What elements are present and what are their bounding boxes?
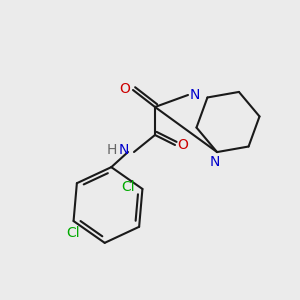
Text: N: N [190, 88, 200, 102]
Text: O: O [178, 138, 188, 152]
Text: Cl: Cl [122, 180, 135, 194]
Text: H: H [107, 143, 117, 157]
Text: Cl: Cl [67, 226, 80, 240]
Text: N: N [119, 143, 129, 157]
Text: O: O [120, 82, 130, 96]
Text: N: N [210, 155, 220, 169]
